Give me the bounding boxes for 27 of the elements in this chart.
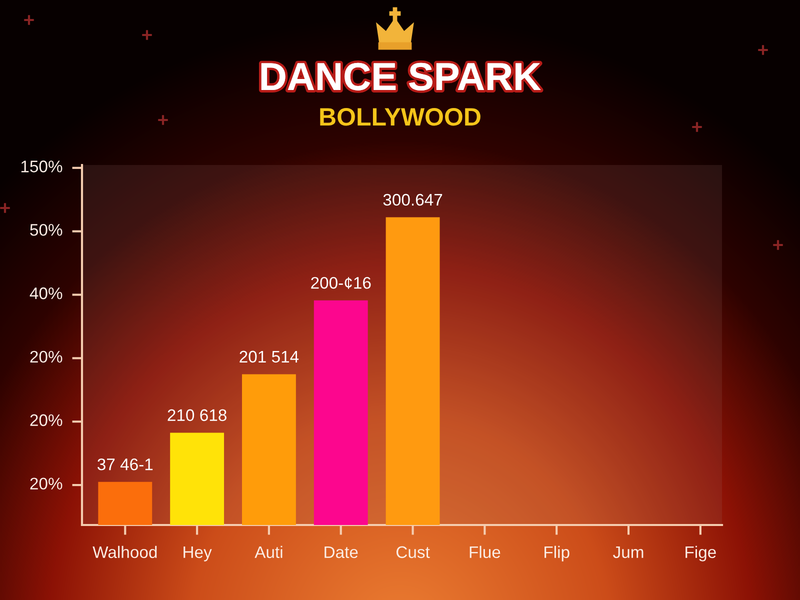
- annotation: 210 618: [168, 409, 226, 422]
- bar: [314, 300, 368, 525]
- text: 150%: [21, 160, 62, 172]
- chart-subtitle: BOLLYWOOD: [320, 108, 480, 126]
- annotation: 300.647: [383, 194, 442, 206]
- text: 20%: [30, 478, 62, 490]
- bar: [170, 432, 224, 525]
- text: 20%: [30, 414, 62, 426]
- x-tick-label: Fige: [686, 546, 716, 562]
- annotation: 37 46-1: [98, 458, 153, 470]
- text: 50%: [30, 224, 62, 236]
- text: 40%: [30, 287, 62, 300]
- bar: [242, 374, 296, 525]
- annotation: 200-¢16: [311, 276, 371, 289]
- x-tick-label: Jum: [613, 546, 644, 558]
- x-tick-label: Auti: [254, 546, 282, 558]
- x-tick-label: Hey: [184, 546, 212, 562]
- x-tick-label: Date: [324, 546, 358, 558]
- x-tick-label: Flue: [470, 546, 500, 558]
- x-tick-label: Walhood: [92, 546, 157, 558]
- text: 20%: [30, 350, 62, 363]
- x-tick-label: Flip: [544, 546, 570, 562]
- bar: [98, 482, 152, 525]
- bar: [386, 217, 440, 525]
- x-tick-label: Cust: [396, 546, 430, 558]
- chart-title: DANCE SPARK: [261, 62, 541, 90]
- annotation: 201 514: [240, 350, 299, 363]
